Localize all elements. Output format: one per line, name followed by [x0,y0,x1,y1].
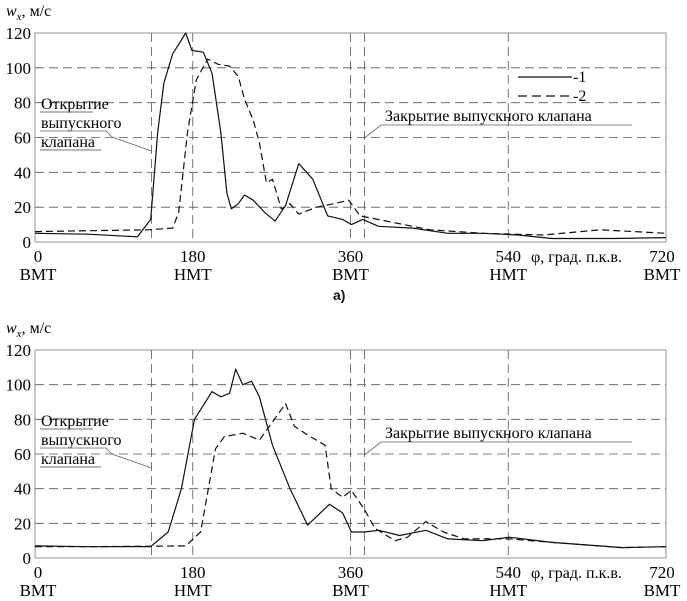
x-tick-name: ВМТ [20,581,57,600]
series-2-line [35,403,667,549]
y-tick-label: 120 [6,24,32,43]
y-tick-label: 100 [6,59,32,78]
x-tick-name: ВМТ [644,265,681,284]
y-tick-label: 0 [23,549,32,568]
panel-a-caption: а) [333,287,346,303]
plot-frame [34,32,667,243]
series-1-line [34,32,667,240]
x-tick-label: 360 [338,247,364,266]
x-tick-label: 0 [34,563,43,582]
x-axis-label: φ, град. п.к.в. [531,565,622,582]
y-tick-label: 80 [14,94,31,113]
x-tick-name: НМТ [174,265,212,284]
series-2-line [34,58,667,236]
x-tick-label: 0 [34,247,43,266]
annotation-open-leader [40,130,152,152]
annotation-close-leader [364,124,632,139]
x-tick-label: 360 [338,563,364,582]
x-tick-label: 540 [496,247,522,266]
y-tick-label: 0 [23,233,32,252]
x-tick-name: ВМТ [332,581,369,600]
x-tick-label: 540 [496,563,522,582]
y-axis-label: wx, м/с [6,3,51,23]
y-tick-label: 100 [6,376,32,395]
plot-frame [34,349,667,559]
x-tick-name: ВМТ [644,581,681,600]
x-tick-label: 180 [180,247,206,266]
annotation-open-text: выпускного [41,432,121,449]
annotation-open-text: выпускного [41,115,121,132]
y-tick-label: 40 [14,163,31,182]
chart-panel-a: 0204060801001200ВМТ180НМТ360ВМТ540НМТ720… [6,3,682,284]
legend-label-2: -2 [573,88,586,105]
annotation-close-leader [364,441,632,456]
x-tick-label: 180 [180,563,206,582]
annotation-open-text: Открытие [41,96,109,113]
chart-panel-b: 0204060801001200ВМТ180НМТ360ВМТ540НМТ720… [6,320,682,600]
x-tick-name: НМТ [489,265,527,284]
annotation-open-leader [40,447,152,469]
annotation-open-text: клапана [41,451,95,468]
x-tick-name: НМТ [174,581,212,600]
x-tick-name: ВМТ [20,265,57,284]
y-tick-label: 60 [14,445,31,464]
x-tick-label: 720 [649,563,675,582]
y-tick-label: 120 [6,341,32,360]
annotation-close-text: Закрытие выпускного клапана [385,108,592,125]
x-axis-label: φ, град. п.к.в. [531,249,622,266]
y-tick-label: 40 [14,480,31,499]
series-1-line [34,368,667,549]
y-tick-label: 20 [14,514,31,533]
x-tick-name: НМТ [489,581,527,600]
y-tick-label: 80 [14,410,31,429]
y-tick-label: 60 [14,129,31,148]
x-tick-label: 720 [649,247,675,266]
annotation-open-text: Открытие [41,413,109,430]
annotation-open-text: клапана [41,134,95,151]
annotation-close-text: Закрытие выпускного клапана [385,425,592,442]
y-tick-label: 20 [14,198,31,217]
y-axis-label: wx, м/с [6,320,51,340]
x-tick-name: ВМТ [332,265,369,284]
legend-label-1: -1 [573,69,586,86]
